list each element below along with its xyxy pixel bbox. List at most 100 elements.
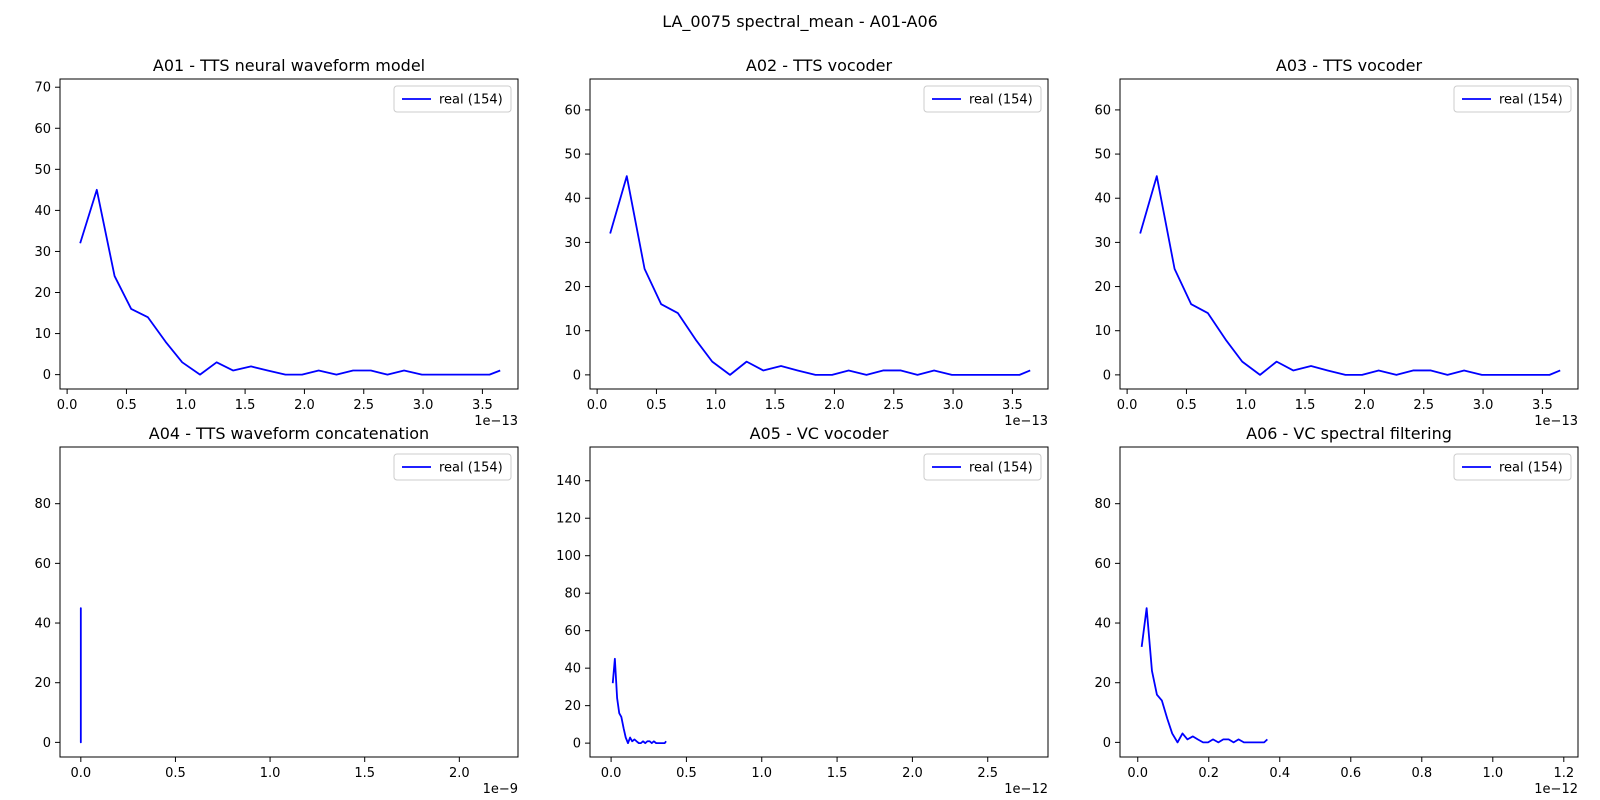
series-line (1139, 175, 1561, 376)
x-tick-label: 1.5 (354, 766, 375, 781)
y-tick-label: 40 (1094, 192, 1111, 207)
x-tick-label: 2.0 (902, 766, 923, 781)
x-tick-label: 0.5 (676, 766, 697, 781)
x-tick-label: 0.6 (1340, 766, 1361, 781)
legend-box (1453, 453, 1572, 481)
y-tick-label: 20 (34, 286, 51, 301)
x-tick-label: 1.5 (235, 398, 256, 413)
x-tick-label: 2.0 (449, 766, 470, 781)
y-tick-label: 40 (34, 617, 51, 632)
y-tick-label: 80 (34, 497, 51, 512)
x-tick-label: 0.5 (165, 766, 186, 781)
plot-frame (1119, 78, 1579, 390)
subplot-title: A06 - VC spectral filtering (1246, 424, 1452, 443)
series-line (79, 188, 501, 376)
x-tick-label: 1.5 (1295, 398, 1316, 413)
legend-box (393, 85, 512, 113)
y-tick-label: 40 (34, 204, 51, 219)
x-tick-label: 3.5 (1532, 398, 1553, 413)
legend: real (154) (923, 453, 1042, 481)
y-tick-label: 120 (556, 512, 581, 527)
subplot-title: A05 - VC vocoder (750, 424, 889, 443)
y-tick-label: 100 (556, 549, 581, 564)
x-tick-label: 1.0 (705, 398, 726, 413)
y-tick-label: 30 (564, 236, 581, 251)
subplot-title: A02 - TTS vocoder (746, 56, 893, 75)
x-tick-label: 3.0 (943, 398, 964, 413)
legend-label: real (154) (969, 93, 1033, 108)
plot-frame (589, 78, 1049, 390)
legend-label: real (154) (439, 93, 503, 108)
y-tick-label: 60 (564, 624, 581, 639)
legend-label: real (154) (1499, 93, 1563, 108)
x-tick-label: 3.5 (1002, 398, 1023, 413)
series-line (611, 657, 667, 745)
y-tick-label: 20 (564, 280, 581, 295)
x-tick-label: 3.5 (472, 398, 493, 413)
legend-box (923, 85, 1042, 113)
legend-label: real (154) (439, 461, 503, 476)
legend: real (154) (393, 85, 512, 113)
x-tick-label: 0.8 (1411, 766, 1432, 781)
y-tick-label: 80 (564, 587, 581, 602)
y-tick-label: 10 (564, 324, 581, 339)
x-tick-label: 0.0 (587, 398, 608, 413)
legend: real (154) (393, 453, 512, 481)
x-tick-label: 1.5 (765, 398, 786, 413)
x-tick-label: 2.5 (977, 766, 998, 781)
y-tick-label: 30 (34, 245, 51, 260)
subplot-5: A05 - VC vocoder 0.0 0.5 1.0 1.5 2.0 2.5 0 20 40 6… (556, 424, 1049, 797)
x-tick-label: 2.0 (824, 398, 845, 413)
x-tick-label: 3.0 (1473, 398, 1494, 413)
plot-frame (59, 446, 519, 758)
subplot-3: A03 - TTS vocoder 0.0 0.5 1.0 1.5 2.0 2.5 3.0 3.… (1094, 56, 1579, 429)
subplot-title: A01 - TTS neural waveform model (153, 56, 425, 75)
x-tick-label: 1.5 (827, 766, 848, 781)
subplot-title: A04 - TTS waveform concatenation (149, 424, 429, 443)
legend-box (923, 453, 1042, 481)
y-tick-label: 80 (1094, 497, 1111, 512)
plot-frame (1119, 446, 1579, 758)
legend: real (154) (923, 85, 1042, 113)
x-tick-label: 0.0 (70, 766, 91, 781)
x-tick-label: 1.0 (175, 398, 196, 413)
x-tick-label: 3.0 (413, 398, 434, 413)
x-tick-label: 2.5 (1413, 398, 1434, 413)
x-tick-label: 0.0 (1127, 766, 1148, 781)
x-tick-label: 1.2 (1553, 766, 1574, 781)
y-tick-label: 60 (564, 103, 581, 118)
x-offset-label: 1e−13 (1534, 414, 1578, 429)
y-tick-label: 50 (564, 148, 581, 163)
x-offset-label: 1e−13 (474, 414, 518, 429)
legend-label: real (154) (1499, 461, 1563, 476)
y-tick-label: 30 (1094, 236, 1111, 251)
y-tick-label: 20 (1094, 676, 1111, 691)
y-tick-label: 50 (34, 163, 51, 178)
y-tick-label: 140 (556, 474, 581, 489)
subplot-2: A02 - TTS vocoder 0.0 0.5 1.0 1.5 2.0 2.5 3.0 3.… (564, 56, 1049, 429)
y-tick-label: 60 (34, 122, 51, 137)
plot-frame (59, 78, 519, 390)
x-tick-label: 1.0 (1482, 766, 1503, 781)
y-tick-label: 20 (564, 699, 581, 714)
legend-box (393, 453, 512, 481)
y-tick-label: 60 (1094, 103, 1111, 118)
x-tick-label: 0.2 (1198, 766, 1219, 781)
x-tick-label: 2.0 (1354, 398, 1375, 413)
y-tick-label: 0 (1103, 368, 1111, 383)
plot-frame (589, 446, 1049, 758)
x-offset-label: 1e−13 (1004, 414, 1048, 429)
x-offset-label: 1e−9 (483, 782, 518, 797)
x-tick-label: 2.0 (294, 398, 315, 413)
x-tick-label: 1.0 (1235, 398, 1256, 413)
subplot-1: A01 - TTS neural waveform model 0.0 0.5 1.0… (34, 56, 519, 429)
x-tick-label: 0.4 (1269, 766, 1290, 781)
y-tick-label: 50 (1094, 148, 1111, 163)
x-tick-label: 0.5 (116, 398, 137, 413)
y-tick-label: 60 (34, 557, 51, 572)
x-tick-label: 2.5 (883, 398, 904, 413)
legend: real (154) (1453, 453, 1572, 481)
subplot-4: A04 - TTS waveform concatenation 0.0 0.5 1.… (34, 424, 519, 797)
x-tick-label: 1.0 (751, 766, 772, 781)
